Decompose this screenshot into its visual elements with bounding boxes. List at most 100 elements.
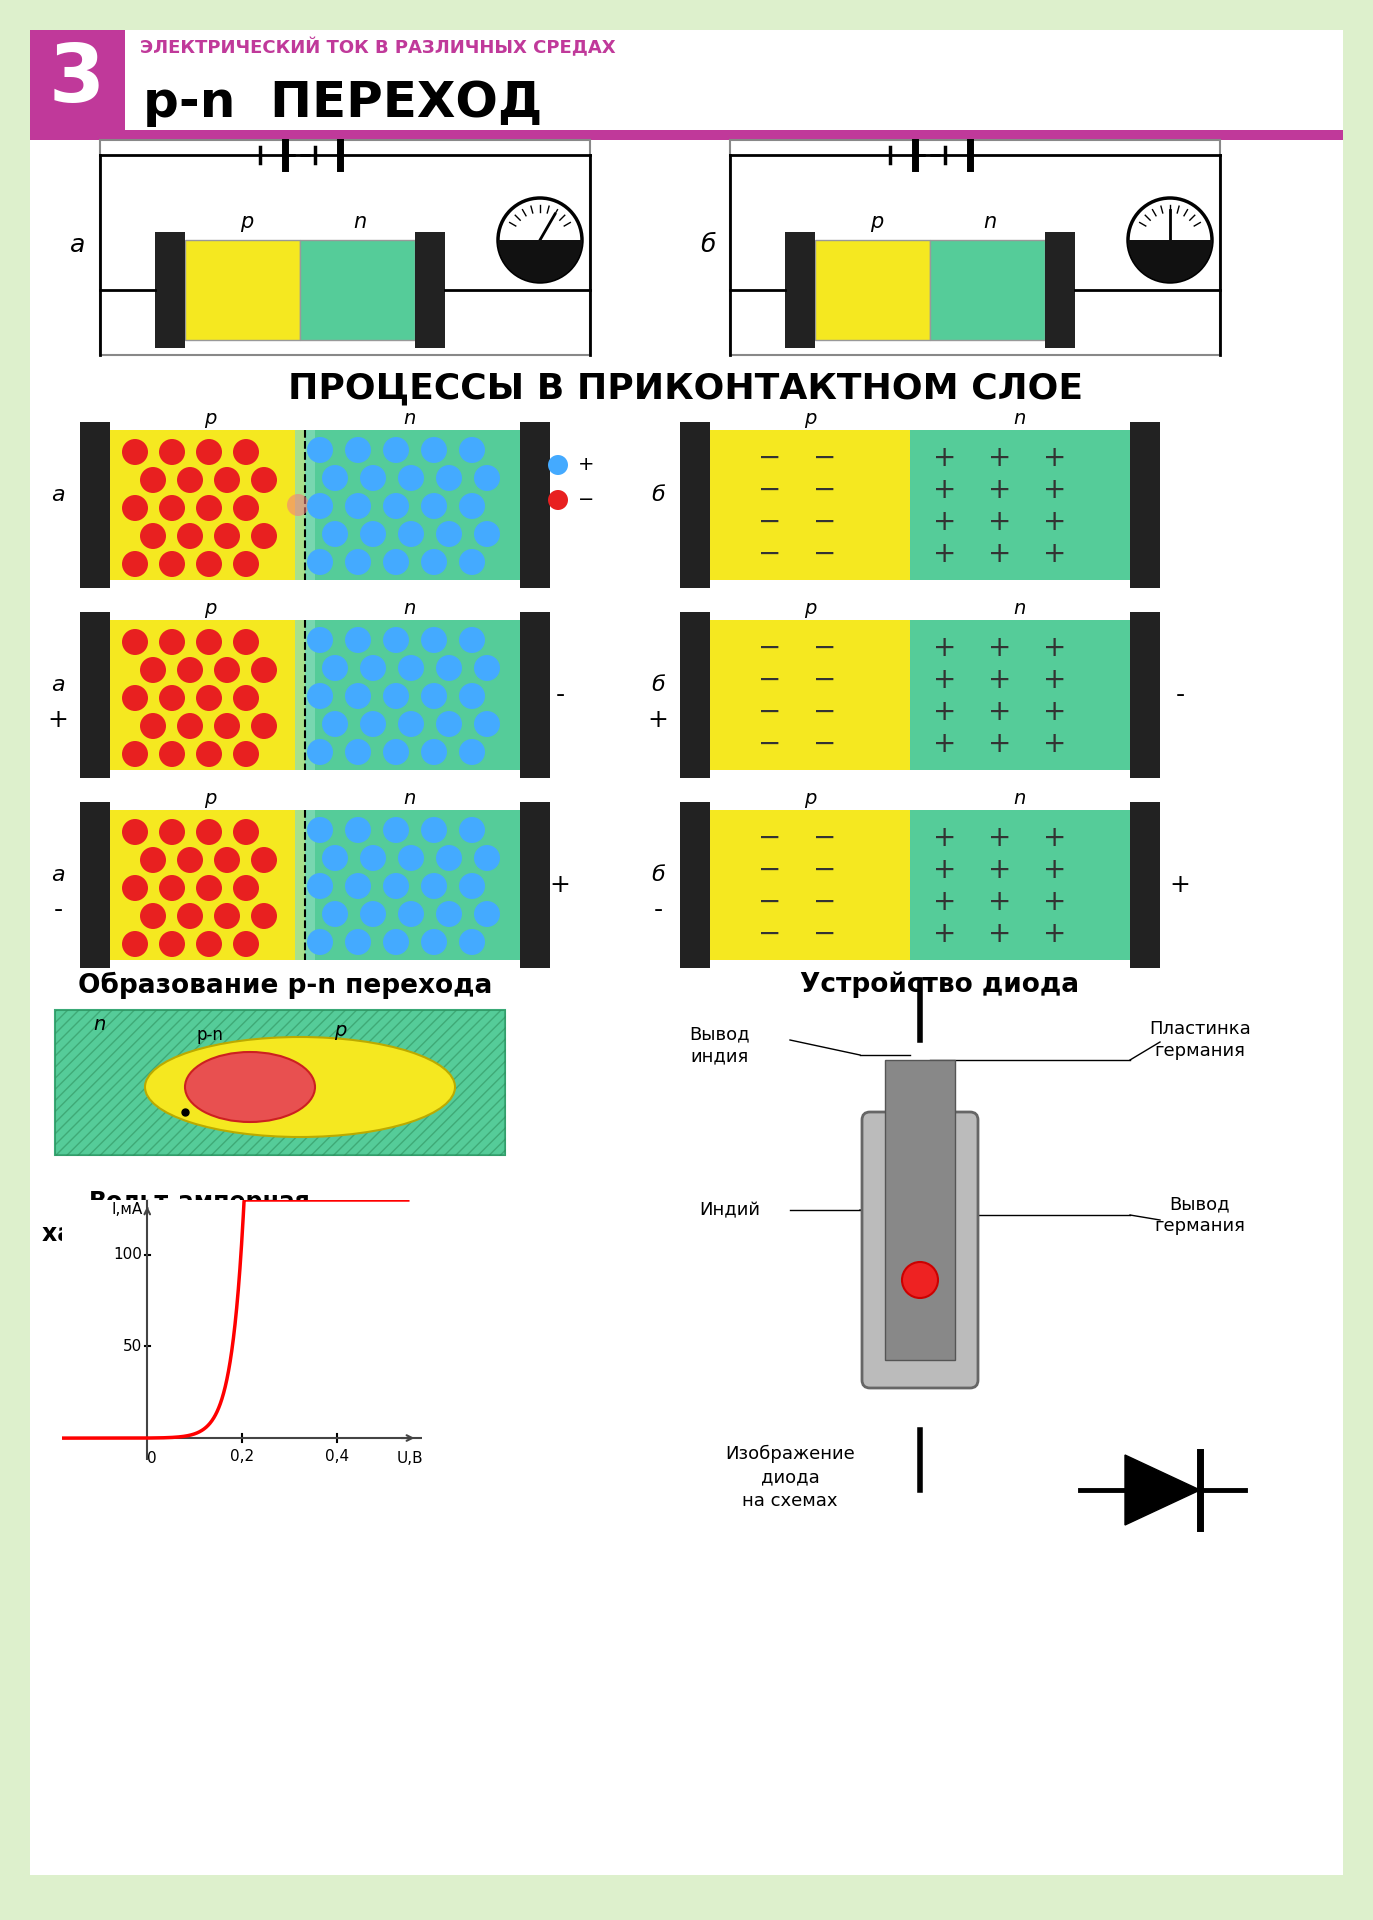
- Circle shape: [398, 655, 424, 682]
- Circle shape: [437, 655, 461, 682]
- Text: 0,2: 0,2: [229, 1450, 254, 1465]
- Circle shape: [323, 465, 347, 492]
- Text: +: +: [1043, 444, 1067, 472]
- Circle shape: [196, 440, 222, 465]
- Wedge shape: [1129, 240, 1212, 282]
- Text: +: +: [989, 476, 1012, 503]
- Circle shape: [474, 465, 500, 492]
- Circle shape: [233, 551, 259, 578]
- Circle shape: [233, 630, 259, 655]
- Circle shape: [196, 820, 222, 845]
- Circle shape: [383, 739, 409, 764]
- Bar: [80, 803, 110, 968]
- Text: 100: 100: [114, 1248, 143, 1263]
- Ellipse shape: [185, 1052, 314, 1121]
- Bar: [299, 240, 415, 340]
- Bar: [910, 620, 1130, 770]
- Circle shape: [251, 712, 277, 739]
- Circle shape: [214, 467, 240, 493]
- Circle shape: [345, 929, 371, 954]
- Text: +: +: [1043, 824, 1067, 852]
- Text: +: +: [648, 708, 669, 732]
- Circle shape: [360, 710, 386, 737]
- Circle shape: [459, 438, 485, 463]
- Text: +: +: [1043, 856, 1067, 883]
- Circle shape: [122, 876, 148, 900]
- Circle shape: [159, 440, 185, 465]
- Circle shape: [140, 522, 166, 549]
- Circle shape: [323, 710, 347, 737]
- Text: а: а: [51, 866, 65, 885]
- Circle shape: [214, 657, 240, 684]
- Circle shape: [383, 684, 409, 708]
- Circle shape: [459, 628, 485, 653]
- Circle shape: [345, 549, 371, 574]
- Circle shape: [159, 630, 185, 655]
- Circle shape: [159, 685, 185, 710]
- Circle shape: [233, 820, 259, 845]
- Text: p: p: [803, 599, 816, 618]
- Circle shape: [308, 438, 334, 463]
- Text: n: n: [404, 789, 416, 808]
- Polygon shape: [1124, 1455, 1200, 1524]
- Text: n: n: [1013, 409, 1026, 428]
- Text: p: p: [203, 409, 216, 428]
- Circle shape: [459, 739, 485, 764]
- Circle shape: [383, 549, 409, 574]
- Circle shape: [122, 741, 148, 766]
- Text: +: +: [989, 666, 1012, 693]
- Circle shape: [383, 438, 409, 463]
- Circle shape: [287, 493, 309, 516]
- Text: +: +: [549, 874, 570, 897]
- Circle shape: [345, 438, 371, 463]
- Text: Вольт-амперная
характеристика диода: Вольт-амперная характеристика диода: [43, 1190, 357, 1246]
- Circle shape: [159, 931, 185, 956]
- Circle shape: [345, 684, 371, 708]
- Circle shape: [459, 929, 485, 954]
- Text: б: б: [651, 676, 665, 695]
- Bar: [710, 430, 910, 580]
- Text: Вывод
германия: Вывод германия: [1155, 1194, 1245, 1235]
- Text: n: n: [404, 599, 416, 618]
- Bar: [49, 140, 1340, 371]
- Text: −: −: [758, 444, 781, 472]
- Bar: [1045, 232, 1075, 348]
- Text: а: а: [70, 232, 85, 257]
- Circle shape: [251, 467, 277, 493]
- Text: +: +: [934, 444, 957, 472]
- Circle shape: [422, 628, 448, 653]
- Text: −: −: [758, 476, 781, 503]
- Text: -: -: [654, 899, 663, 922]
- Circle shape: [196, 741, 222, 766]
- Text: −: −: [758, 824, 781, 852]
- Circle shape: [383, 929, 409, 954]
- Bar: [305, 430, 520, 580]
- Text: −: −: [813, 699, 836, 726]
- Circle shape: [159, 876, 185, 900]
- Bar: [80, 612, 110, 778]
- Circle shape: [422, 684, 448, 708]
- Text: +: +: [989, 444, 1012, 472]
- Circle shape: [233, 440, 259, 465]
- Text: +: +: [989, 540, 1012, 568]
- Bar: [680, 422, 710, 588]
- Text: 50: 50: [124, 1338, 143, 1354]
- Circle shape: [214, 522, 240, 549]
- Circle shape: [140, 712, 166, 739]
- Circle shape: [323, 520, 347, 547]
- Circle shape: [196, 495, 222, 520]
- Text: −: −: [758, 887, 781, 916]
- Text: −: −: [813, 887, 836, 916]
- Circle shape: [345, 739, 371, 764]
- Text: +: +: [1043, 920, 1067, 948]
- Circle shape: [308, 684, 334, 708]
- Bar: [816, 240, 930, 340]
- Bar: [110, 430, 305, 580]
- Circle shape: [196, 876, 222, 900]
- Bar: [295, 810, 314, 960]
- Bar: [185, 240, 299, 340]
- Circle shape: [196, 551, 222, 578]
- Circle shape: [308, 493, 334, 518]
- Text: −: −: [813, 856, 836, 883]
- Text: −: −: [758, 634, 781, 662]
